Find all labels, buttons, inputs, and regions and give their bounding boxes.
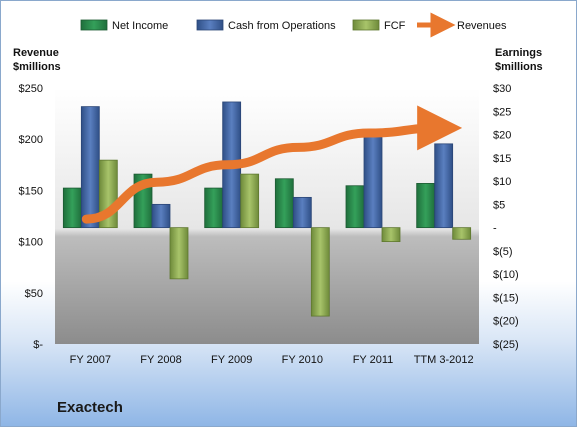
bar-fcf bbox=[169, 227, 189, 280]
left-tick-label: $- bbox=[33, 339, 43, 351]
right-axis-title-line2: $millions bbox=[495, 61, 543, 73]
right-tick-label: $(20) bbox=[493, 316, 519, 328]
bar-net-income bbox=[274, 178, 294, 229]
legend-label: FCF bbox=[384, 20, 406, 32]
left-tick-label: $100 bbox=[19, 237, 43, 249]
right-tick-label: $(15) bbox=[493, 292, 519, 304]
category-label: TTM 3-2012 bbox=[414, 354, 474, 366]
right-axis-title-line1: Earnings bbox=[495, 47, 543, 59]
right-tick-label: $(10) bbox=[493, 269, 519, 281]
bar-net-income bbox=[204, 187, 224, 229]
left-axis-ticks: $250 $200 $150 $100 $50 $- bbox=[19, 83, 44, 351]
bar-cash-from-operations bbox=[292, 196, 312, 229]
bar-cash-from-operations bbox=[80, 106, 100, 229]
left-tick-label: $250 bbox=[19, 83, 43, 95]
legend: Net Income Cash from Operations FCF Revenue… bbox=[80, 12, 507, 38]
right-tick-label: $25 bbox=[493, 106, 511, 118]
right-tick-label: $20 bbox=[493, 130, 511, 142]
category-label: FY 2010 bbox=[282, 354, 323, 366]
right-tick-label: $5 bbox=[493, 199, 505, 211]
right-axis-title: Earnings $millions bbox=[495, 46, 543, 74]
left-tick-label: $200 bbox=[19, 134, 43, 146]
left-tick-label: $150 bbox=[19, 185, 43, 197]
bar-fcf bbox=[381, 227, 401, 243]
category-label: FY 2008 bbox=[140, 354, 181, 366]
bar-cash-from-operations bbox=[363, 129, 383, 229]
bar-fcf bbox=[452, 227, 472, 240]
revenues-line bbox=[81, 105, 463, 224]
bar-cash-from-operations bbox=[434, 143, 454, 229]
bar-net-income bbox=[416, 183, 436, 229]
left-axis-title-line2: $millions bbox=[13, 61, 61, 73]
right-tick-label: $15 bbox=[493, 153, 511, 165]
category-label: FY 2011 bbox=[353, 354, 394, 366]
legend-label: Revenues bbox=[457, 20, 507, 32]
legend-swatch bbox=[196, 19, 224, 31]
bar-fcf bbox=[240, 173, 260, 229]
right-tick-label: - bbox=[493, 223, 497, 235]
category-labels: FY 2007 FY 2008 FY 2009 FY 2010 FY 2011 TTM 3… bbox=[70, 354, 474, 366]
right-tick-label: $10 bbox=[493, 176, 511, 188]
legend-swatch bbox=[352, 19, 380, 31]
bar-cash-from-operations bbox=[151, 203, 171, 229]
right-axis-ticks: $30 $25 $20 $15 $10 $5 - $(5) $(10) $(15) $(20) $(2… bbox=[493, 83, 519, 351]
bar-net-income bbox=[62, 187, 82, 229]
right-tick-label: $(5) bbox=[493, 246, 513, 258]
left-axis-title: Revenue $millions bbox=[13, 46, 61, 74]
chart-title: Exactech bbox=[57, 399, 123, 416]
bar-net-income bbox=[345, 185, 365, 229]
legend-swatch bbox=[80, 19, 108, 31]
bar-fcf bbox=[310, 227, 330, 317]
left-axis-title-line1: Revenue bbox=[13, 47, 59, 59]
legend-label: Net Income bbox=[112, 20, 168, 32]
left-tick-label: $50 bbox=[25, 288, 43, 300]
right-tick-label: $30 bbox=[493, 83, 511, 95]
category-label: FY 2007 bbox=[70, 354, 111, 366]
right-tick-label: $(25) bbox=[493, 339, 519, 351]
category-label: FY 2009 bbox=[211, 354, 252, 366]
legend-label: Cash from Operations bbox=[228, 20, 336, 32]
